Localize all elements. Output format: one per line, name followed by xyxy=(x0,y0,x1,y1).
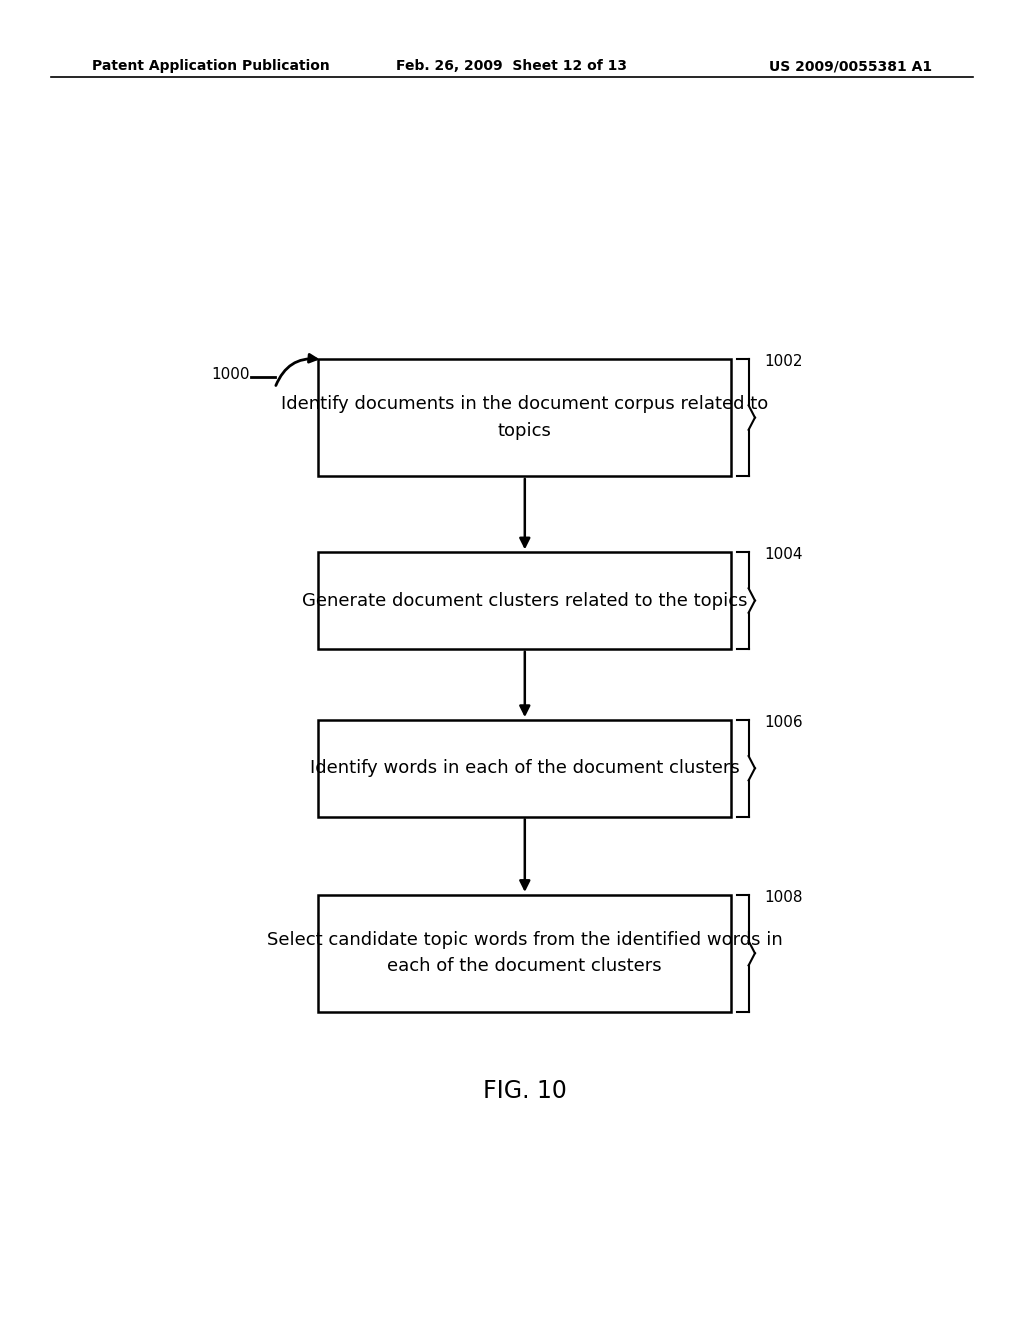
Text: Identify documents in the document corpus related to
topics: Identify documents in the document corpu… xyxy=(282,396,768,440)
Text: Select candidate topic words from the identified words in
each of the document c: Select candidate topic words from the id… xyxy=(267,931,782,975)
Text: 1008: 1008 xyxy=(765,890,803,904)
Text: Generate document clusters related to the topics: Generate document clusters related to th… xyxy=(302,591,748,610)
Text: FIG. 10: FIG. 10 xyxy=(483,1080,566,1104)
Bar xyxy=(318,895,731,1011)
Bar xyxy=(318,552,731,649)
Text: 1002: 1002 xyxy=(765,354,803,370)
Bar xyxy=(318,719,731,817)
Text: Identify words in each of the document clusters: Identify words in each of the document c… xyxy=(310,759,739,777)
Text: US 2009/0055381 A1: US 2009/0055381 A1 xyxy=(769,59,932,74)
Text: Feb. 26, 2009  Sheet 12 of 13: Feb. 26, 2009 Sheet 12 of 13 xyxy=(396,59,628,74)
Text: 1006: 1006 xyxy=(765,715,803,730)
Text: Patent Application Publication: Patent Application Publication xyxy=(92,59,330,74)
Text: 1000: 1000 xyxy=(211,367,250,383)
Bar xyxy=(318,359,731,477)
Text: 1004: 1004 xyxy=(765,548,803,562)
